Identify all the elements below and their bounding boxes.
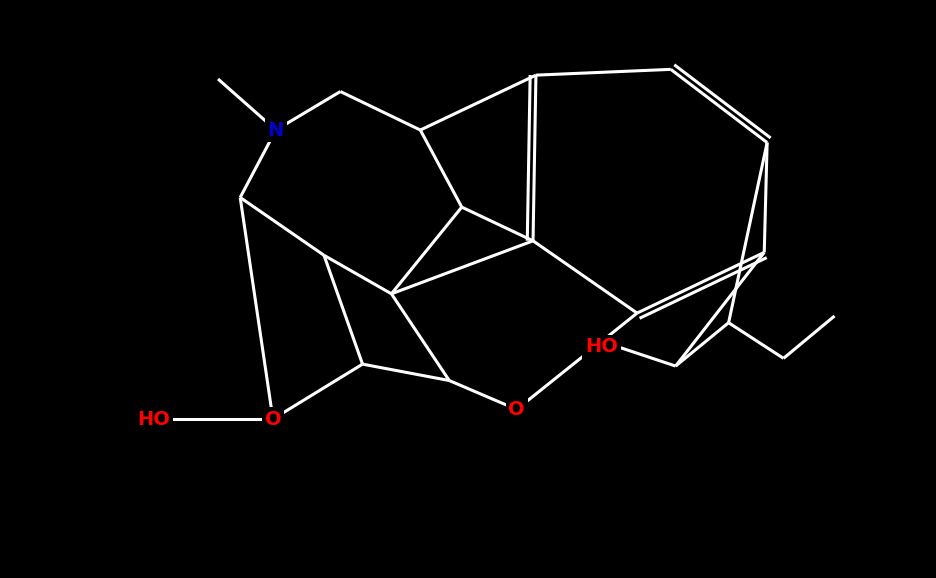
Text: HO: HO: [584, 338, 617, 356]
Text: HO: HO: [137, 410, 169, 428]
Text: O: O: [508, 400, 524, 419]
Text: N: N: [268, 121, 284, 139]
Text: O: O: [264, 410, 281, 428]
